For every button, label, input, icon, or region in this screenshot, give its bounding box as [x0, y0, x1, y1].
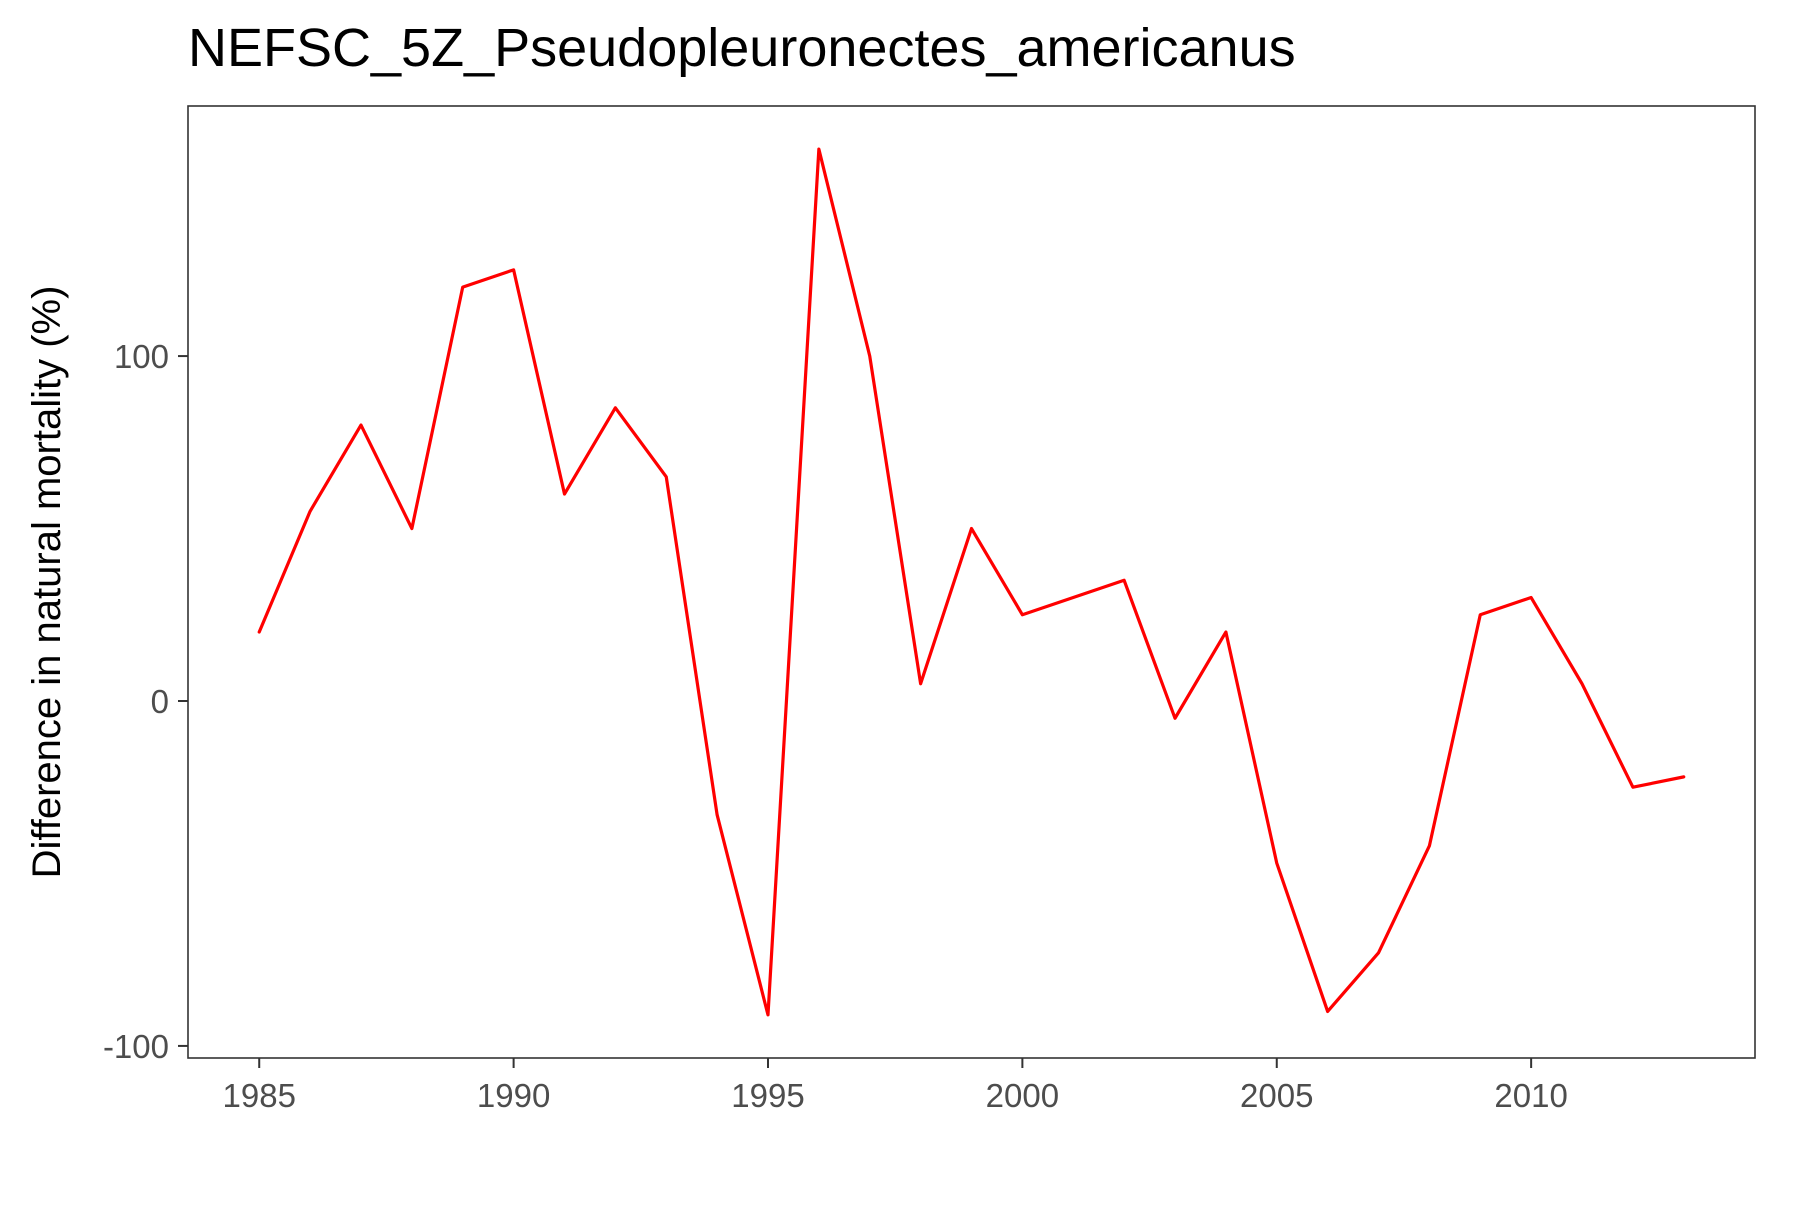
y-axis: -100 0 100 — [103, 338, 188, 1065]
chart-title: NEFSC_5Z_Pseudopleuronectes_americanus — [188, 18, 1296, 78]
y-tick-label: 100 — [114, 338, 169, 375]
x-tick-label: 2000 — [986, 1077, 1059, 1114]
x-tick-label: 1990 — [477, 1077, 550, 1114]
y-tick-label: -100 — [103, 1028, 169, 1065]
x-axis: 1985 1990 1995 2000 2005 2010 — [223, 1058, 1568, 1114]
x-tick-label: 2005 — [1240, 1077, 1313, 1114]
x-tick-label: 2010 — [1494, 1077, 1567, 1114]
y-tick-label: 0 — [151, 683, 169, 720]
series-layer — [257, 147, 1686, 1017]
series-line — [257, 147, 1686, 1017]
x-tick-label: 1985 — [223, 1077, 296, 1114]
x-tick-label: 1995 — [731, 1077, 804, 1114]
plot-panel — [187, 105, 1756, 1059]
y-axis-title: Difference in natural mortality (%) — [25, 286, 69, 879]
